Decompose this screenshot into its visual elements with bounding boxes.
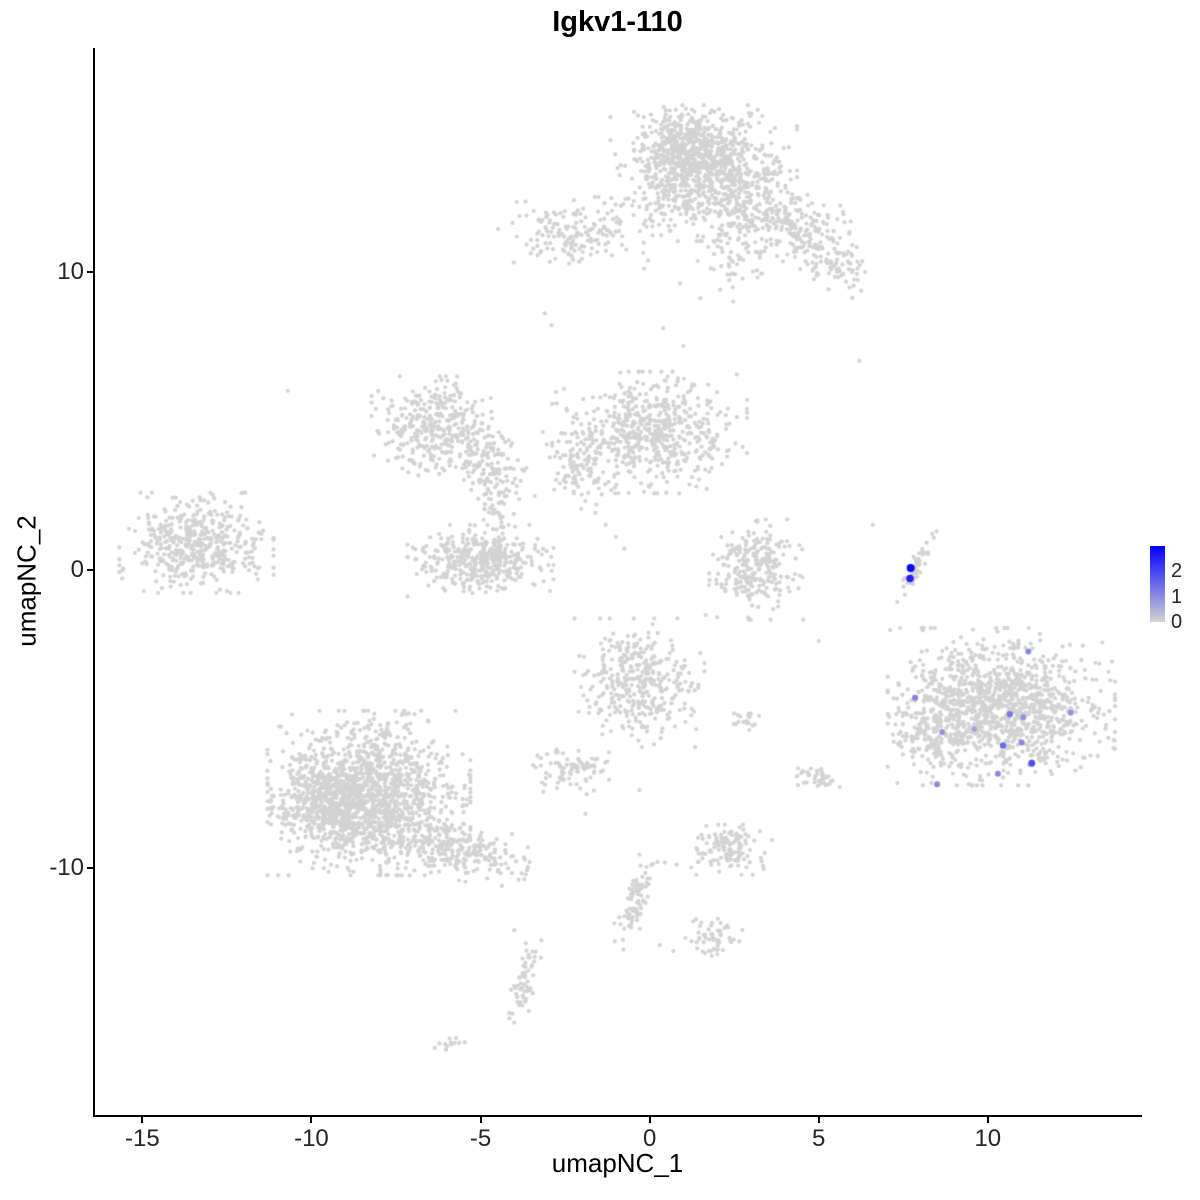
y-tick-mark bbox=[87, 270, 95, 273]
x-tick-label: 10 bbox=[974, 1125, 1002, 1152]
y-tick-label: 0 bbox=[70, 555, 84, 583]
x-axis-label: umapNC_1 bbox=[551, 1148, 684, 1178]
umap-scatter-canvas bbox=[95, 48, 1140, 1115]
y-tick-label: -10 bbox=[49, 853, 84, 881]
x-tick-mark bbox=[141, 1115, 144, 1123]
colorbar-tick-label: 1 bbox=[1171, 585, 1183, 608]
x-axis-line bbox=[93, 1115, 1142, 1117]
x-tick-mark bbox=[479, 1115, 482, 1123]
x-tick-label: 0 bbox=[642, 1125, 657, 1152]
y-axis-label: umapNC_2 bbox=[11, 515, 42, 647]
colorbar-tick-label: 2 bbox=[1171, 560, 1183, 583]
x-tick-mark bbox=[310, 1115, 313, 1123]
x-tick-mark bbox=[648, 1115, 651, 1123]
colorbar-tick-label: 0 bbox=[1171, 611, 1183, 633]
x-tick-mark bbox=[817, 1115, 820, 1123]
x-tick-label: -15 bbox=[125, 1125, 160, 1152]
x-tick-mark bbox=[986, 1115, 989, 1123]
y-tick-label: 10 bbox=[57, 257, 84, 285]
plot-panel bbox=[95, 48, 1140, 1115]
plot-title: Igkv1-110 bbox=[552, 6, 683, 38]
y-axis-line bbox=[93, 48, 95, 1117]
x-tick-label: -10 bbox=[294, 1125, 329, 1152]
x-tick-label: -5 bbox=[469, 1125, 492, 1152]
colorbar-gradient bbox=[1150, 546, 1165, 622]
y-tick-mark bbox=[87, 568, 95, 571]
x-tick-label: 5 bbox=[812, 1125, 826, 1152]
y-tick-mark bbox=[87, 866, 95, 869]
